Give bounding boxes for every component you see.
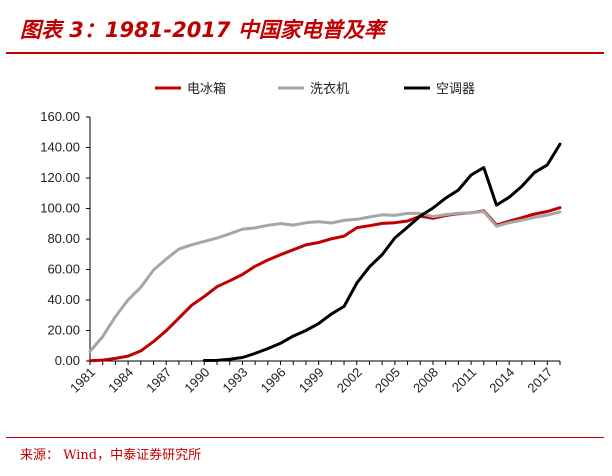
legend-label: 洗衣机	[310, 81, 349, 97]
x-tick-label: 2011	[449, 365, 479, 395]
chart-legend: 电冰箱 洗衣机 空调器	[155, 81, 475, 97]
x-tick-label: 1984	[105, 365, 136, 396]
x-tick-label: 2014	[486, 365, 517, 396]
series-line-2	[202, 142, 562, 362]
page-title: 图表 3：1981-2017 中国家电普及率	[20, 18, 385, 42]
series-line-0	[88, 206, 562, 363]
x-tick-label: 2008	[410, 365, 441, 396]
x-tick-label: 2017	[524, 365, 555, 396]
x-tick-label: 1990	[181, 365, 212, 396]
x-tick-label: 1993	[219, 365, 250, 396]
source-note: 来源： Wind，中泰证券研究所	[20, 448, 202, 463]
footer-divider	[6, 437, 604, 438]
x-axis: 1981 1984 1987 1990 1993 1996 1999 2002 2005 2008…	[67, 360, 561, 396]
x-tick-label: 1999	[296, 365, 327, 396]
x-tick-label: 1996	[258, 365, 289, 396]
y-tick-label: 120.00	[40, 170, 80, 185]
legend-label: 空调器	[436, 82, 475, 97]
y-tick-label: 100.00	[40, 201, 80, 216]
y-tick-label: 140.00	[40, 140, 80, 155]
title-underline	[6, 52, 604, 54]
x-tick-label: 1987	[143, 365, 174, 396]
legend-label: 电冰箱	[187, 81, 226, 97]
y-tick-label: 160.00	[40, 109, 80, 124]
x-tick-label: 2005	[372, 365, 403, 396]
y-tick-label: 40.00	[47, 292, 80, 307]
chart-series	[88, 142, 562, 363]
y-tick-label: 20.00	[47, 323, 80, 338]
x-tick-label: 2002	[334, 365, 365, 396]
x-tick-label: 1981	[67, 365, 98, 396]
series-line-1	[88, 210, 562, 353]
y-axis: 0.00 20.00 40.00 60.00 80.00 100.00 120.00 140.…	[40, 109, 91, 368]
y-tick-label: 80.00	[47, 231, 80, 246]
y-tick-label: 60.00	[47, 262, 80, 277]
y-tick-label: 0.00	[55, 353, 80, 368]
